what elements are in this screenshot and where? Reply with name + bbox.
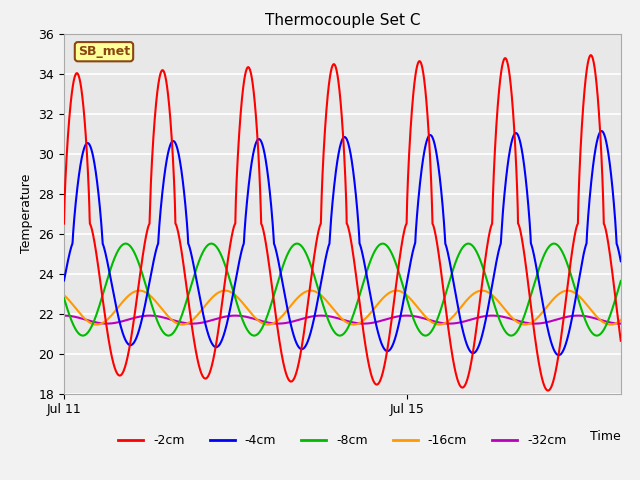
Legend: -2cm, -4cm, -8cm, -16cm, -32cm: -2cm, -4cm, -8cm, -16cm, -32cm <box>113 429 572 452</box>
Title: Thermocouple Set C: Thermocouple Set C <box>265 13 420 28</box>
Text: Time: Time <box>590 430 621 443</box>
Y-axis label: Temperature: Temperature <box>20 174 33 253</box>
Text: SB_met: SB_met <box>78 45 130 58</box>
